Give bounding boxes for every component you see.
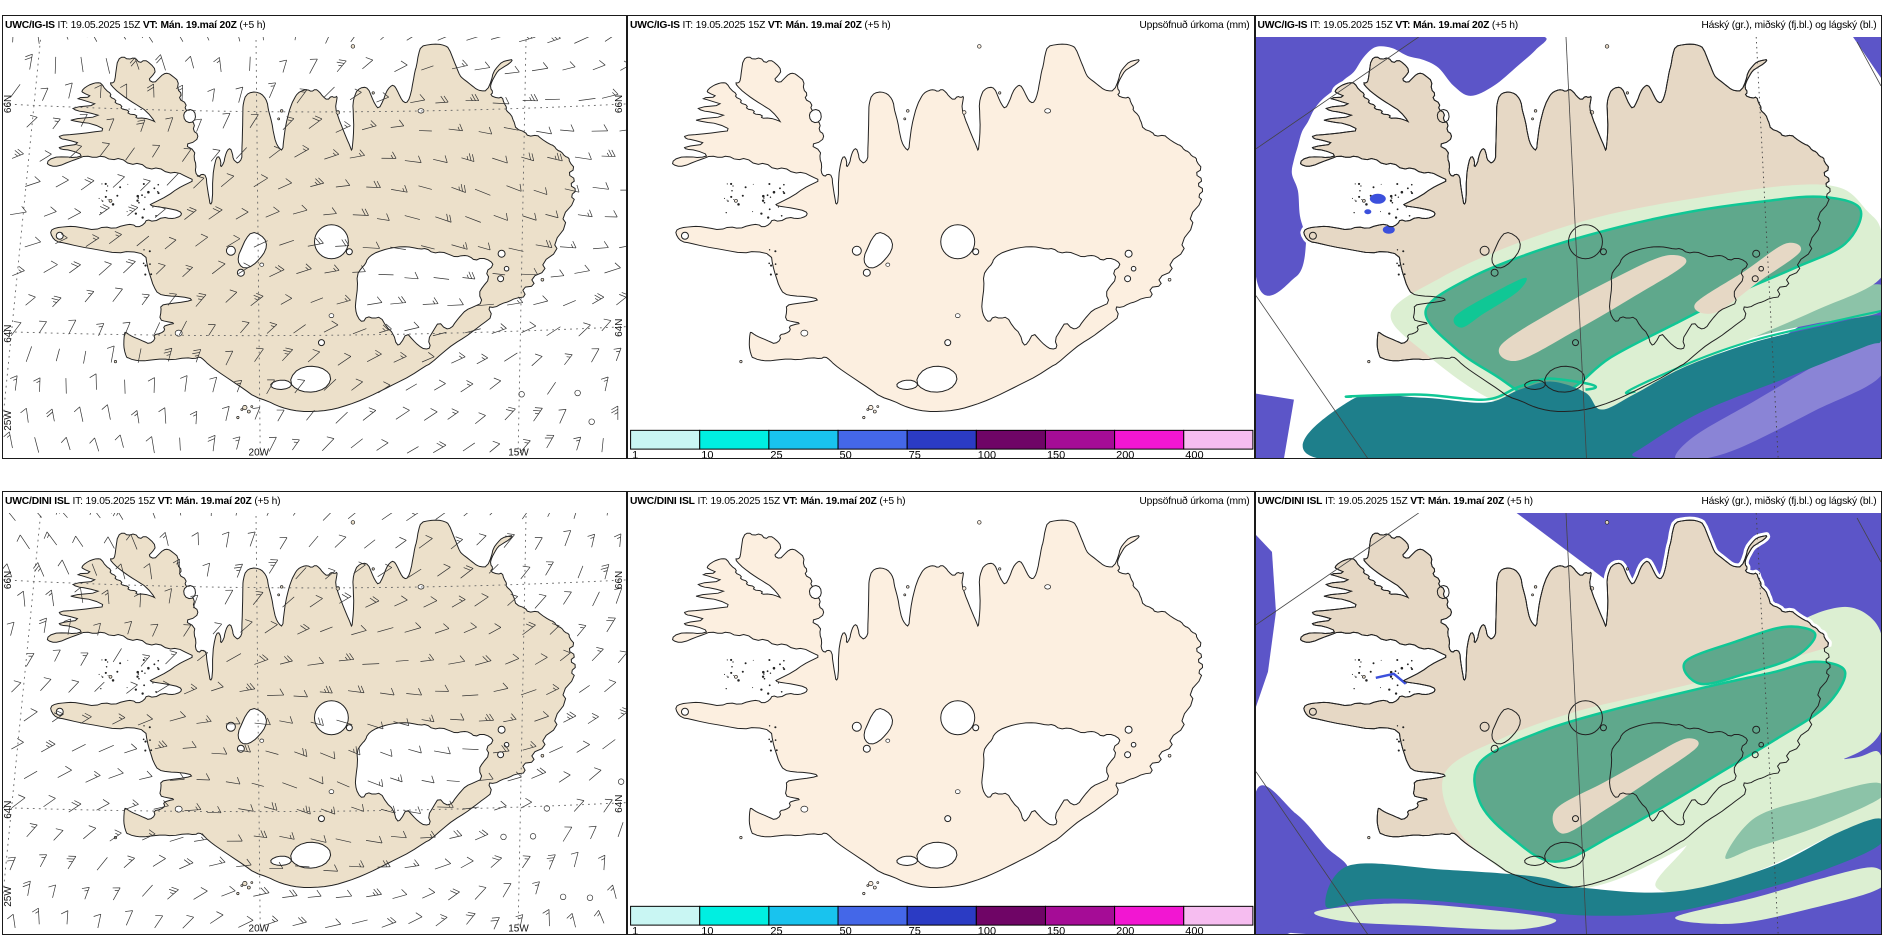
svg-text:100: 100	[978, 925, 996, 934]
svg-text:150: 150	[1047, 925, 1065, 934]
svg-text:200: 200	[1116, 449, 1134, 458]
svg-text:100: 100	[978, 449, 996, 458]
svg-text:66N: 66N	[614, 570, 625, 588]
svg-text:15W: 15W	[508, 447, 529, 458]
svg-text:50: 50	[840, 449, 852, 458]
svg-text:66N: 66N	[614, 94, 625, 112]
svg-text:10: 10	[701, 925, 713, 934]
svg-text:75: 75	[909, 925, 921, 934]
svg-text:1: 1	[632, 449, 638, 458]
svg-text:25W: 25W	[3, 409, 14, 430]
svg-text:66N: 66N	[3, 94, 14, 112]
svg-text:66N: 66N	[3, 570, 14, 588]
svg-text:25W: 25W	[3, 885, 14, 906]
svg-text:50: 50	[840, 925, 852, 934]
svg-text:64N: 64N	[614, 318, 625, 336]
svg-text:64N: 64N	[3, 800, 14, 818]
svg-text:20W: 20W	[249, 923, 270, 934]
svg-text:200: 200	[1116, 925, 1134, 934]
svg-text:64N: 64N	[614, 794, 625, 812]
svg-text:400: 400	[1185, 449, 1203, 458]
svg-text:15W: 15W	[508, 923, 529, 934]
svg-text:25: 25	[770, 925, 782, 934]
svg-text:64N: 64N	[3, 324, 14, 342]
svg-text:25: 25	[770, 449, 782, 458]
svg-text:10: 10	[701, 449, 713, 458]
svg-text:400: 400	[1185, 925, 1203, 934]
svg-text:75: 75	[909, 449, 921, 458]
svg-text:20W: 20W	[249, 447, 270, 458]
svg-text:150: 150	[1047, 449, 1065, 458]
svg-text:1: 1	[632, 925, 638, 934]
